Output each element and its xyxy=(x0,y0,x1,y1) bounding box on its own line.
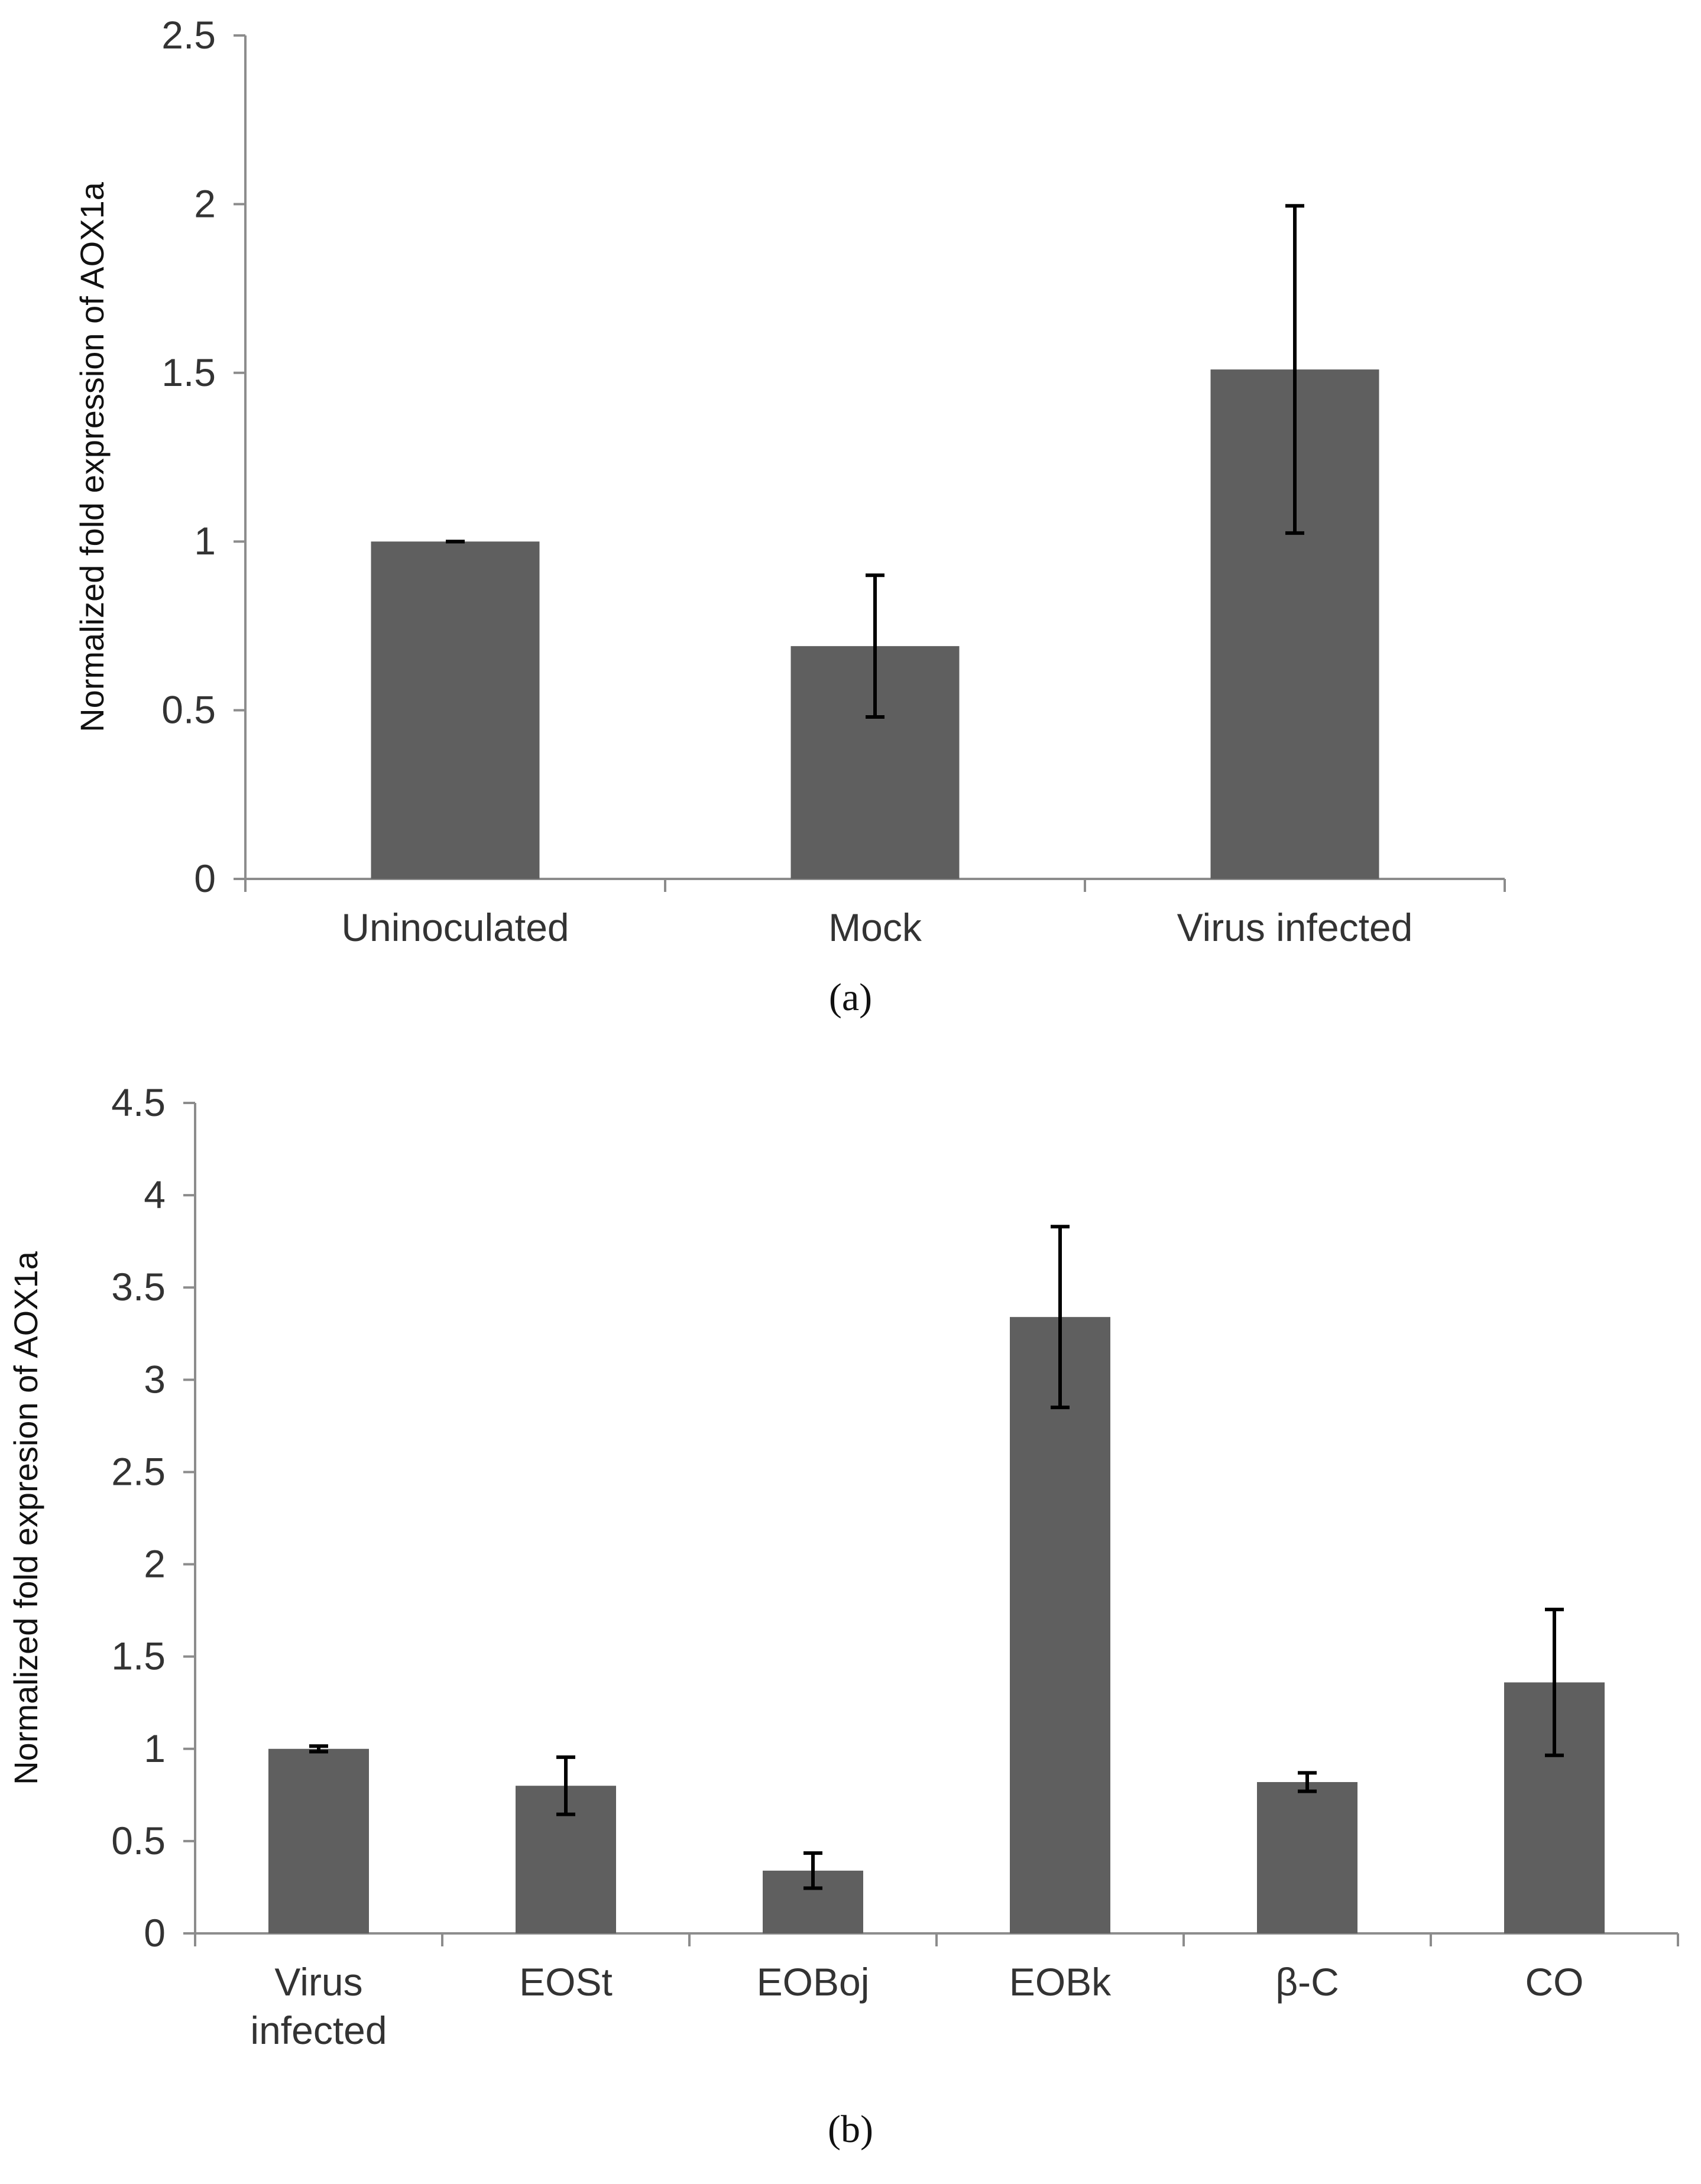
x-category-label: EOBk xyxy=(1009,1960,1112,2004)
y-tick-label: 1.5 xyxy=(111,1634,166,1678)
y-tick-label: 3 xyxy=(144,1357,166,1401)
y-tick-label: 1 xyxy=(144,1727,166,1770)
x-category-label: Mock xyxy=(828,906,922,949)
x-category-label: Virus infected xyxy=(1177,906,1413,949)
bar xyxy=(371,541,540,879)
y-tick-label: 0.5 xyxy=(161,688,216,732)
chart-panel-b: 0 0.5 1 1.5 2 2.5 3 3.5 4 4.5 Virus infected EOSt EOB… xyxy=(0,1058,1701,2184)
y-tick-label: 0 xyxy=(194,856,216,900)
y-tick-label: 0 xyxy=(144,1911,166,1955)
y-tick-label: 2.5 xyxy=(161,13,216,57)
y-tick-label: 2 xyxy=(194,181,216,225)
chart-panel-a: 0 0.5 1 1.5 2 2.5 Uninoculated Mock Virus infect… xyxy=(0,0,1701,1058)
y-tick-label: 1.5 xyxy=(161,351,216,394)
caption-a: (a) xyxy=(828,976,873,1019)
y-tick-label: 3.5 xyxy=(111,1265,166,1309)
x-category-label: infected xyxy=(250,2008,387,2052)
x-category-label: CO xyxy=(1525,1960,1584,2004)
x-category-label: EOBoj xyxy=(757,1960,870,2004)
x-category-label: Uninoculated xyxy=(341,906,569,949)
y-axis-title: Normalized fold expresion of AOX1a xyxy=(7,1251,44,1785)
bar xyxy=(268,1748,369,1933)
y-tick-label: 2 xyxy=(144,1542,166,1586)
x-category-label: EOSt xyxy=(519,1960,613,2004)
bar xyxy=(1010,1317,1110,1933)
bar-chart-a: 0 0.5 1 1.5 2 2.5 Uninoculated Mock Virus infect… xyxy=(73,13,1506,949)
y-tick-label: 4 xyxy=(144,1173,166,1216)
y-axis-title: Normalized fold expression of AOX1a xyxy=(73,181,111,732)
y-tick-label: 2.5 xyxy=(111,1449,166,1493)
y-tick-label: 1 xyxy=(194,519,216,563)
bar xyxy=(1257,1781,1357,1933)
y-tick-label: 4.5 xyxy=(111,1080,166,1124)
x-category-label: Virus xyxy=(274,1960,362,2004)
x-category-label: β-C xyxy=(1275,1960,1339,2004)
y-tick-label: 0.5 xyxy=(111,1819,166,1862)
caption-b: (b) xyxy=(828,2108,873,2151)
